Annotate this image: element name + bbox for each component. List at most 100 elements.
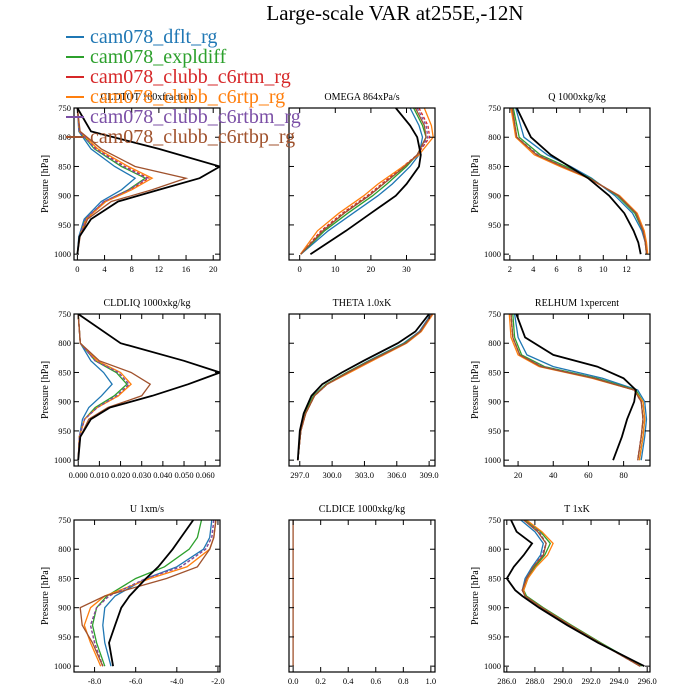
x-tick-label: 306.0 — [387, 470, 406, 480]
y-tick-label: 800 — [58, 544, 71, 554]
x-tick-label: 300.0 — [323, 470, 342, 480]
panel-5: 297.0 300.0 303.0 306.0 309.0 THETA 1.0xK — [288, 298, 439, 480]
series-line — [511, 108, 648, 255]
panel-8: 0.0 0.2 0.4 0.6 0.8 1.0 CLDICE 1000xkg/kg — [288, 504, 436, 686]
series-group — [77, 314, 220, 461]
x-tick-label: 0.050 — [174, 470, 193, 480]
series-group — [505, 520, 645, 668]
x-tick-label: 0.000 — [69, 470, 88, 480]
series-line — [77, 314, 130, 461]
x-tick-label: 10 — [599, 264, 608, 274]
y-tick-label: 850 — [58, 367, 71, 377]
y-tick-label: 950 — [488, 632, 501, 642]
panel-title: THETA 1.0xK — [333, 298, 392, 309]
y-tick-label: 750 — [488, 309, 501, 319]
x-tick-label: 80 — [619, 470, 628, 480]
series-line — [521, 520, 641, 667]
series-group — [299, 108, 434, 255]
series-line — [510, 108, 649, 255]
y-tick-label: 750 — [58, 515, 71, 525]
series-line — [300, 108, 431, 255]
y-tick-label: 850 — [488, 367, 501, 377]
x-tick-label: 60 — [584, 470, 593, 480]
x-tick-label: 10 — [331, 264, 340, 274]
y-axis-label: Pressure [hPa] — [470, 361, 481, 419]
legend-label: cam078_clubb_c6rtbp_rg — [90, 126, 295, 148]
panel-title: CLDLIQ 1000xkg/kg — [104, 298, 191, 309]
y-axis-label: Pressure [hPa] — [40, 567, 51, 625]
panel-title: T 1xK — [564, 504, 590, 515]
x-tick-label: 0.010 — [90, 470, 109, 480]
y-axis-label: Pressure [hPa] — [40, 361, 51, 419]
y-tick-label: 1000 — [54, 455, 71, 465]
y-tick-label: 850 — [58, 573, 71, 583]
series-line — [76, 108, 148, 255]
legend-label: cam078_clubb_c6rtp_rg — [90, 86, 285, 108]
x-tick-label: 16 — [182, 264, 191, 274]
plot-frame — [73, 519, 221, 673]
plot-frame — [288, 107, 436, 261]
series-line — [520, 520, 641, 667]
x-tick-label: 0.040 — [153, 470, 172, 480]
reference-line — [515, 108, 642, 255]
plot-frame — [73, 313, 221, 467]
series-line — [510, 314, 644, 461]
x-tick-label: 4 — [102, 264, 107, 274]
x-tick-label: 0.4 — [343, 676, 354, 686]
series-line — [511, 108, 648, 255]
series-line — [297, 314, 433, 461]
x-tick-label: 6 — [554, 264, 558, 274]
series-line — [511, 108, 648, 255]
x-tick-label: -8.0 — [88, 676, 101, 686]
x-tick-label: 0.6 — [370, 676, 381, 686]
y-tick-label: 950 — [488, 426, 501, 436]
x-tick-label: 20 — [209, 264, 218, 274]
y-axis-label: Pressure [hPa] — [470, 567, 481, 625]
x-tick-label: 12 — [622, 264, 631, 274]
y-tick-label: 1000 — [54, 661, 71, 671]
x-tick-label: 292.0 — [581, 676, 600, 686]
plot-frame — [73, 107, 221, 261]
legend: cam078_dflt_rgcam078_expldiffcam078_club… — [66, 26, 301, 148]
series-group — [79, 520, 217, 667]
series-group — [510, 108, 649, 255]
series-line — [102, 520, 213, 667]
x-tick-label: 0.8 — [398, 676, 409, 686]
legend-label: cam078_clubb_c6rtm_rg — [90, 66, 291, 88]
x-tick-label: 4 — [531, 264, 536, 274]
reference-line — [76, 108, 220, 255]
reference-line — [296, 314, 430, 461]
series-line — [512, 108, 648, 255]
series-line — [515, 108, 649, 255]
panel-6: 20 40 60 80 750 800 850 900 950 1000 Pressure [hPa… — [470, 298, 651, 480]
plot-frame — [503, 107, 651, 261]
y-tick-label: 1000 — [484, 249, 501, 259]
series-line — [77, 314, 113, 461]
y-tick-label: 800 — [58, 132, 71, 142]
panel-2: 0 10 20 30 OMEGA 864xPa/s — [288, 92, 436, 274]
x-tick-label: -4.0 — [170, 676, 183, 686]
y-tick-label: 900 — [58, 603, 71, 613]
series-line — [297, 314, 432, 461]
y-tick-label: 750 — [58, 103, 71, 113]
x-tick-label: 0.2 — [315, 676, 326, 686]
x-tick-label: 2 — [508, 264, 512, 274]
x-tick-label: 0.0 — [288, 676, 299, 686]
x-tick-label: 12 — [155, 264, 164, 274]
x-tick-label: 1.0 — [426, 676, 437, 686]
series-group — [296, 314, 434, 461]
x-tick-label: 286.0 — [497, 676, 516, 686]
y-tick-label: 1000 — [484, 661, 501, 671]
x-tick-label: -6.0 — [129, 676, 142, 686]
plot-frame — [288, 313, 436, 467]
panel-title: U 1xm/s — [130, 504, 164, 515]
y-tick-label: 900 — [488, 603, 501, 613]
x-tick-label: 30 — [402, 264, 411, 274]
panel-7: -8.0 -6.0 -4.0 -2.0 750 800 850 900 950 1000 Press… — [40, 504, 225, 686]
y-tick-label: 1000 — [484, 455, 501, 465]
y-tick-label: 900 — [488, 397, 501, 407]
legend-label: cam078_expldiff — [90, 46, 227, 68]
panel-4: 0.000 0.010 0.020 0.030 0.040 0.050 0.060 750 80… — [40, 298, 221, 480]
